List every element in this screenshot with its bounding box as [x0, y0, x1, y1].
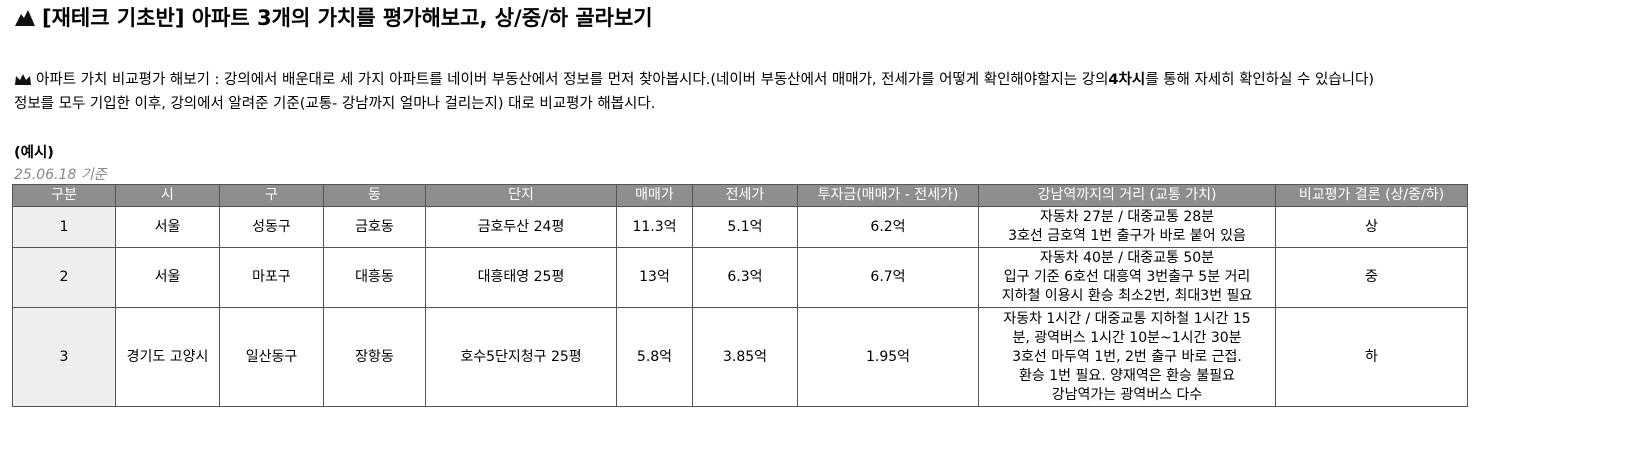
- column-header: 시: [115, 184, 220, 207]
- intro-line: 정보를 모두 기입한 이후, 강의에서 알려준 기준(교통- 강남까지 얼마나 …: [14, 92, 1374, 116]
- column-header: 구분: [12, 184, 116, 207]
- table-cell: 금호동: [323, 206, 426, 248]
- intro-text: 정보를 모두 기입한 이후, 강의에서 알려준 기준(교통- 강남까지 얼마나 …: [14, 96, 656, 112]
- cell-line: 3호선 마두역 1번, 2번 출구 바로 근접.: [1012, 348, 1242, 365]
- cell-line: 지하철 이용시 환승 최소2번, 최대3번 필요: [1001, 288, 1253, 304]
- column-header: 전세가: [692, 184, 798, 207]
- title: [재테크 기초반] 아파트 3개의 가치를 평가해보고, 상/중/하 골라보기: [42, 6, 653, 30]
- table-cell: 하: [1275, 307, 1468, 407]
- column-header: 투자금(매매가 - 전세가): [797, 184, 979, 207]
- table-cell: 자동차 1시간 / 대중교통 지하철 1시간 15 분, 광역버스 1시간 10분…: [978, 307, 1276, 407]
- column-header: 매매가: [616, 184, 693, 207]
- column-header: 구: [219, 184, 324, 207]
- column-header: 단지: [425, 184, 617, 207]
- table-cell: 3.85억: [692, 307, 798, 407]
- table-cell: 1.95억: [797, 307, 979, 407]
- title-row: [재테크 기초반] 아파트 3개의 가치를 평가해보고, 상/중/하 골라보기: [14, 2, 653, 32]
- cell-line: 자동차 27분 / 대중교통 28분: [1039, 209, 1215, 225]
- mountain-icon: [15, 10, 35, 26]
- intro-bold: 4차시: [1108, 72, 1146, 88]
- table-cell: 2: [12, 247, 116, 308]
- table-row: 3 경기도 고양시 일산동구 장항동 호수5단지청구 25평 5.8억 3.85억 1.95억…: [12, 307, 1468, 407]
- cell-line: 자동차 1시간 / 대중교통 지하철 1시간 15: [1003, 310, 1251, 327]
- table-cell: 5.8억: [616, 307, 693, 407]
- cell-line: 강남역가는 광역버스 다수: [1051, 386, 1203, 403]
- table-cell: 3: [12, 307, 116, 407]
- cell-line: 분, 광역버스 1시간 10분~1시간 30분: [1012, 329, 1242, 346]
- table-cell: 1: [12, 206, 116, 248]
- table-cell: 장항동: [323, 307, 426, 407]
- table-cell: 대흥태영 25평: [425, 247, 617, 308]
- table-cell: 서울: [115, 247, 220, 308]
- table-cell: 상: [1275, 206, 1468, 248]
- cell-line: 환승 1번 필요. 양재역은 환승 불필요: [1019, 367, 1235, 384]
- cell-line: 자동차 40분 / 대중교통 50분: [1039, 250, 1215, 266]
- table-cell: 금호두산 24평: [425, 206, 617, 248]
- table-cell: 마포구: [219, 247, 324, 308]
- table-cell: 서울: [115, 206, 220, 248]
- table-cell: 일산동구: [219, 307, 324, 407]
- cell-line: 3호선 금호역 1번 출구가 바로 붙어 있음: [1008, 228, 1246, 244]
- column-header: 강남역까지의 거리 (교통 가치): [978, 184, 1276, 207]
- table-cell: 자동차 27분 / 대중교통 28분 3호선 금호역 1번 출구가 바로 붙어 있…: [978, 206, 1276, 248]
- example-label: (예시): [14, 145, 54, 161]
- cell-line: 입구 기준 6호선 대흥역 3번출구 5분 거리: [1003, 269, 1251, 285]
- table-cell: 대흥동: [323, 247, 426, 308]
- table-cell: 13억: [616, 247, 693, 308]
- table-row: 1 서울 성동구 금호동 금호두산 24평 11.3억 5.1억 6.2억 자동차 27분 / …: [12, 206, 1468, 248]
- table-cell: 중: [1275, 247, 1468, 308]
- column-header: 비교평가 결론 (상/중/하): [1275, 184, 1468, 207]
- header-row: 구분 시 구 동 단지 매매가 전세가 투자금(매매가 - 전세가) 강남역까지의 거리 (교통…: [12, 184, 1468, 207]
- intro-text: 아파트 가치 비교평가 해보기 : 강의에서 배운대로 세 가지 아파트를 네이…: [36, 72, 1109, 88]
- table-cell: 성동구: [219, 206, 324, 248]
- date-note: 25.06.18 기준: [14, 167, 107, 183]
- table-cell: 경기도 고양시: [115, 307, 220, 407]
- comparison-table: 구분 시 구 동 단지 매매가 전세가 투자금(매매가 - 전세가) 강남역까지의 거리 (교통…: [12, 184, 1468, 407]
- table-cell: 6.7억: [797, 247, 979, 308]
- column-header: 동: [323, 184, 426, 207]
- table-cell: 호수5단지청구 25평: [425, 307, 617, 407]
- intro: 아파트 가치 비교평가 해보기 : 강의에서 배운대로 세 가지 아파트를 네이…: [14, 68, 1374, 116]
- table-cell: 6.2억: [797, 206, 979, 248]
- table-body: 1 서울 성동구 금호동 금호두산 24평 11.3억 5.1억 6.2억 자동차 27분 / …: [12, 206, 1468, 407]
- table-cell: 11.3억: [616, 206, 693, 248]
- table-row: 2 서울 마포구 대흥동 대흥태영 25평 13억 6.3억 6.7억 자동차 40분 / 대중…: [12, 247, 1468, 308]
- table-cell: 6.3억: [692, 247, 798, 308]
- intro-text: 를 통해 자세히 확인하실 수 있습니다): [1145, 72, 1375, 88]
- table-cell: 5.1억: [692, 206, 798, 248]
- crown-icon: [15, 74, 31, 85]
- intro-line: 아파트 가치 비교평가 해보기 : 강의에서 배운대로 세 가지 아파트를 네이…: [14, 68, 1374, 92]
